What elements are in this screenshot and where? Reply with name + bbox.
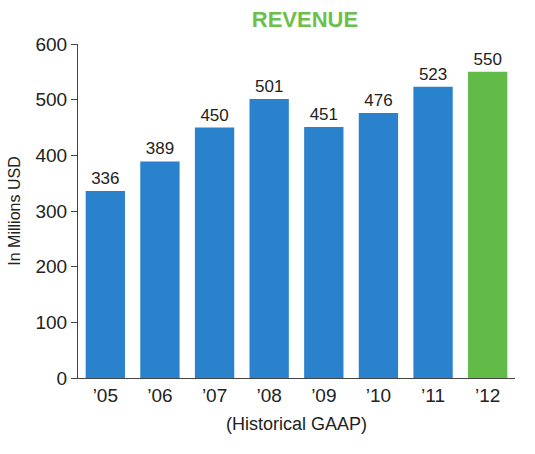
svg-text:’05: ’05 [93, 385, 118, 406]
svg-text:’10: ’10 [366, 385, 391, 406]
svg-text:In Millions USD: In Millions USD [6, 156, 23, 265]
svg-text:389: 389 [146, 139, 174, 158]
svg-text:REVENUE: REVENUE [252, 7, 358, 32]
svg-text:’12: ’12 [475, 385, 500, 406]
svg-text:400: 400 [35, 145, 67, 166]
svg-text:100: 100 [35, 312, 67, 333]
svg-text:’08: ’08 [257, 385, 282, 406]
svg-text:336: 336 [91, 169, 119, 188]
svg-text:0: 0 [57, 368, 68, 389]
svg-text:451: 451 [310, 105, 338, 124]
svg-text:’11: ’11 [421, 385, 445, 406]
svg-text:500: 500 [35, 89, 67, 110]
svg-text:600: 600 [35, 34, 67, 55]
svg-text:(Historical GAAP): (Historical GAAP) [226, 414, 367, 434]
svg-text:450: 450 [200, 106, 228, 125]
svg-text:’06: ’06 [147, 385, 172, 406]
svg-text:200: 200 [35, 256, 67, 277]
svg-text:’07: ’07 [202, 385, 227, 406]
svg-text:’09: ’09 [311, 385, 336, 406]
svg-text:523: 523 [419, 65, 447, 84]
svg-text:476: 476 [364, 91, 392, 110]
svg-text:550: 550 [473, 50, 501, 69]
svg-text:300: 300 [35, 201, 67, 222]
svg-text:501: 501 [255, 77, 283, 96]
